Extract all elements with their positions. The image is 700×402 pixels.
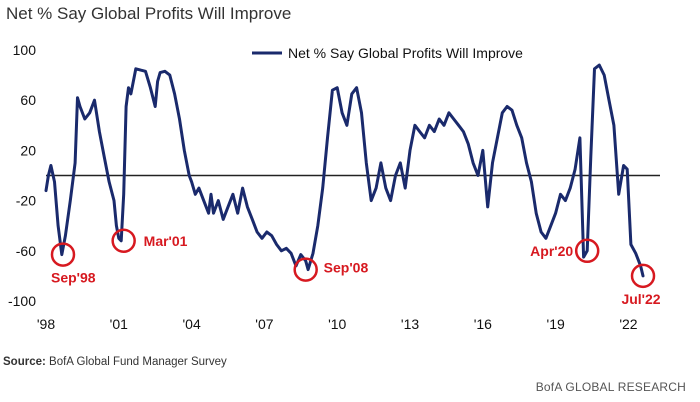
annotation-circle — [111, 228, 136, 254]
x-tick-label: '98 — [37, 316, 55, 332]
x-tick-label: '19 — [547, 316, 565, 332]
x-tick-label: '04 — [182, 316, 200, 332]
y-axis: 100 60 20 -20 -60 -100 — [8, 42, 36, 309]
x-tick-label: '10 — [328, 316, 346, 332]
x-axis: '98 '01 '04 '07 '10 '13 '16 '19 '22 — [37, 316, 638, 332]
y-tick-label: -60 — [16, 243, 36, 259]
annotation-label: Sep'98 — [51, 270, 96, 286]
y-tick-label: 20 — [20, 142, 36, 158]
annotation-circle — [293, 257, 318, 282]
y-tick-label: 100 — [13, 42, 37, 58]
x-tick-label: '22 — [619, 316, 637, 332]
annotation-circle — [574, 238, 600, 264]
x-tick-label: '07 — [255, 316, 273, 332]
annotations: Sep'98 Mar'01 Sep'08 Apr'20 Jul'22 — [50, 228, 661, 307]
x-tick-label: '16 — [474, 316, 492, 332]
y-tick-label: -20 — [16, 193, 36, 209]
source-text: BofA Global Fund Manager Survey — [49, 356, 227, 368]
source-note: Source: BofA Global Fund Manager Survey — [3, 356, 227, 368]
annotation-circle — [630, 263, 656, 289]
annotation-label: Mar'01 — [144, 233, 188, 249]
legend-label: Net % Say Global Profits Will Improve — [288, 45, 523, 61]
y-tick-label: 60 — [20, 92, 36, 108]
brand-label: BofA GLOBAL RESEARCH — [535, 380, 686, 394]
chart-title: Net % Say Global Profits Will Improve — [6, 4, 292, 23]
annotation-label: Jul'22 — [621, 291, 660, 307]
series-line — [44, 63, 645, 278]
x-tick-label: '13 — [401, 316, 419, 332]
annotation-circle — [50, 242, 76, 267]
y-tick-label: -100 — [8, 293, 36, 309]
annotation-label: Apr'20 — [530, 243, 573, 259]
annotation-label: Sep'08 — [324, 260, 369, 276]
x-tick-label: '01 — [110, 316, 128, 332]
source-label: Source: — [3, 356, 46, 368]
legend: Net % Say Global Profits Will Improve — [252, 45, 523, 61]
